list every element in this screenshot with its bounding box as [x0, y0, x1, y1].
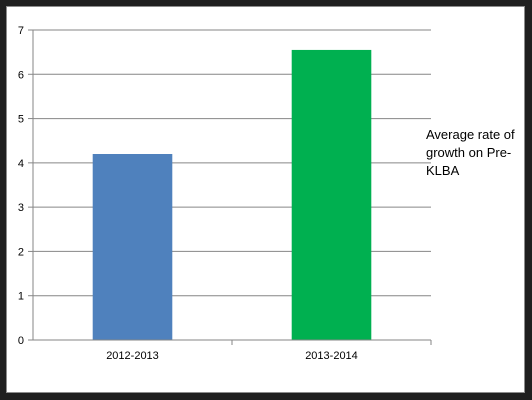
- chart-frame: [6, 6, 525, 393]
- y-tick-label: 3: [18, 202, 24, 214]
- y-tick-label: 7: [18, 25, 24, 37]
- y-tick-label: 0: [18, 335, 24, 347]
- y-tick-label: 1: [18, 291, 24, 303]
- y-tick-label: 5: [18, 114, 24, 126]
- y-tick-label: 2: [18, 246, 24, 258]
- x-tick-label: 2013-2014: [305, 350, 358, 362]
- bars: [92, 49, 372, 341]
- x-tick-label: 2012-2013: [106, 350, 159, 362]
- axes: [28, 29, 432, 345]
- bar-2013-2014: [291, 49, 372, 341]
- y-tick-label: 4: [18, 158, 24, 170]
- y-tick-label: 6: [18, 69, 24, 81]
- bar-2012-2013: [92, 154, 173, 340]
- x-tick-labels: 2012-2013 2013-2014: [106, 350, 358, 362]
- y-tick-labels: 0 1 2 3 4 5 6 7: [18, 25, 24, 347]
- legend-entry: Average rate of growth on Pre-KLBA: [426, 127, 515, 178]
